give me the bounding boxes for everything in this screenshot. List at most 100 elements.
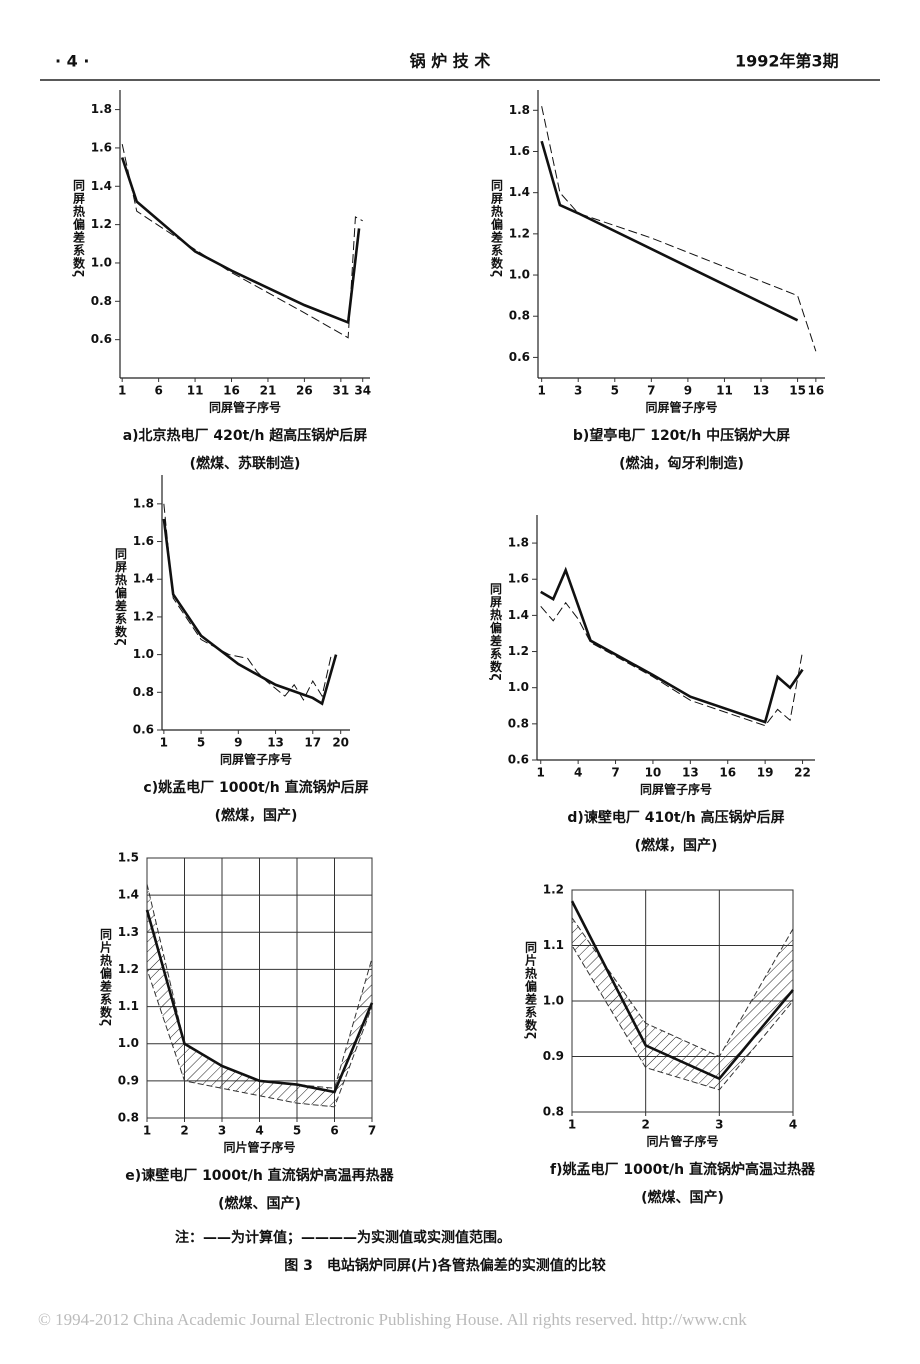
figure-caption: 图 3 电站锅炉同屏(片)各管热偏差的实测值的比较 xyxy=(284,1257,605,1274)
x-tick-label: 34 xyxy=(354,384,371,398)
y-tick-label: 1.1 xyxy=(543,938,564,952)
x-axis-label: 同片管子序号 xyxy=(646,1134,718,1149)
calculated-line xyxy=(540,566,804,724)
x-tick-label: 6 xyxy=(154,384,162,398)
y-tick-label: 1.3 xyxy=(118,925,139,939)
y-tick-label: 0.6 xyxy=(509,350,530,364)
x-tick-label: 1 xyxy=(537,384,545,398)
y-tick-label: 0.6 xyxy=(91,332,112,346)
x-axis-label: 同屏管子序号 xyxy=(640,782,712,797)
panel-subtitle: (燃煤、国产) xyxy=(641,1189,724,1206)
y-tick-label: 1.8 xyxy=(91,102,112,116)
measured-line xyxy=(163,503,332,701)
y-tick-label: 1.6 xyxy=(91,140,112,154)
y-tick-label: 1.2 xyxy=(91,217,112,231)
panel-subtitle: (燃煤、国产) xyxy=(218,1195,301,1212)
x-axis-label: 同屏管子序号 xyxy=(220,752,292,767)
y-tick-label: 0.6 xyxy=(508,753,529,767)
x-tick-label: 20 xyxy=(332,736,349,750)
x-tick-label: 5 xyxy=(293,1124,301,1138)
panel-subtitle: (燃煤、苏联制造) xyxy=(190,455,301,472)
x-tick-label: 17 xyxy=(304,736,321,750)
panel-title: e)谏壁电厂 1000t/h 直流锅炉高温再热器 xyxy=(125,1167,394,1184)
x-tick-label: 9 xyxy=(234,736,242,750)
panel-subtitle: (燃油，匈牙利制造) xyxy=(619,455,744,472)
y-tick-label: 1.0 xyxy=(509,268,530,282)
calculated-line xyxy=(570,900,795,1081)
x-tick-label: 16 xyxy=(719,766,736,780)
x-tick-label: 3 xyxy=(574,384,582,398)
x-tick-label: 16 xyxy=(808,384,825,398)
x-tick-label: 15 xyxy=(789,384,806,398)
calculated-line xyxy=(540,140,799,322)
y-tick-label: 1.0 xyxy=(508,680,529,694)
x-tick-label: 13 xyxy=(267,736,284,750)
y-tick-label: 0.8 xyxy=(509,309,530,323)
x-tick-label: 13 xyxy=(682,766,699,780)
x-tick-label: 9 xyxy=(684,384,692,398)
x-tick-label: 3 xyxy=(218,1124,226,1138)
x-tick-label: 1 xyxy=(143,1124,151,1138)
y-tick-label: 0.9 xyxy=(543,1049,564,1063)
x-tick-label: 4 xyxy=(255,1124,263,1138)
y-tick-label: 0.6 xyxy=(133,723,154,737)
journal-name: 锅 炉 技 术 xyxy=(410,52,491,71)
y-tick-label: 0.8 xyxy=(91,294,112,308)
y-tick-label: 1.0 xyxy=(91,255,112,269)
y-axis-label: 同片热偏差系数ζ xyxy=(524,941,538,1041)
x-axis-label: 同屏管子序号 xyxy=(209,400,281,415)
panel-subtitle: (燃煤，国产) xyxy=(215,807,298,824)
y-tick-label: 1.6 xyxy=(508,572,529,586)
y-tick-label: 1.4 xyxy=(508,608,529,622)
y-tick-label: 1.5 xyxy=(118,851,139,865)
panel-title: c)姚孟电厂 1000t/h 直流锅炉后屏 xyxy=(143,779,368,796)
calculated-line xyxy=(120,157,361,325)
y-tick-label: 1.6 xyxy=(509,144,530,158)
x-axis-label: 同屏管子序号 xyxy=(645,400,717,415)
y-tick-label: 1.4 xyxy=(133,572,154,586)
y-tick-label: 1.8 xyxy=(509,103,530,117)
calculated-line xyxy=(145,909,374,1094)
y-tick-label: 1.2 xyxy=(508,644,529,658)
x-tick-label: 7 xyxy=(368,1124,376,1138)
page-number: · 4 · xyxy=(55,52,89,71)
x-tick-label: 11 xyxy=(716,384,733,398)
x-tick-label: 31 xyxy=(332,384,349,398)
y-tick-label: 1.8 xyxy=(508,536,529,550)
range-band xyxy=(571,916,794,1091)
issue: 1992年第3期 xyxy=(735,52,839,71)
measured-line xyxy=(540,601,804,727)
y-axis-label: 同屏热偏差系数ζ xyxy=(489,582,503,682)
y-tick-label: 0.9 xyxy=(118,1073,139,1087)
panel-title: b)望亭电厂 120t/h 中压锅炉大屏 xyxy=(573,427,790,444)
y-tick-label: 1.4 xyxy=(509,185,530,199)
y-tick-label: 1.1 xyxy=(118,999,139,1013)
x-tick-label: 7 xyxy=(611,766,619,780)
y-axis-label: 同屏热偏差系数ζ xyxy=(114,547,128,647)
y-tick-label: 1.0 xyxy=(543,994,564,1008)
x-tick-label: 1 xyxy=(160,736,168,750)
y-tick-label: 1.8 xyxy=(133,496,154,510)
y-tick-label: 1.0 xyxy=(133,647,154,661)
x-tick-label: 2 xyxy=(180,1124,188,1138)
calculated-line xyxy=(162,518,338,706)
y-tick-label: 1.0 xyxy=(118,1036,139,1050)
x-tick-label: 1 xyxy=(537,766,545,780)
y-tick-label: 1.2 xyxy=(543,883,564,897)
x-tick-label: 4 xyxy=(574,766,582,780)
y-tick-label: 0.8 xyxy=(118,1111,139,1125)
y-tick-label: 1.2 xyxy=(133,609,154,623)
y-tick-label: 0.8 xyxy=(133,685,154,699)
y-tick-label: 1.4 xyxy=(91,179,112,193)
x-tick-label: 6 xyxy=(330,1124,338,1138)
measured-line xyxy=(121,143,363,339)
x-tick-label: 10 xyxy=(645,766,662,780)
x-tick-label: 16 xyxy=(223,384,240,398)
y-tick-label: 1.2 xyxy=(509,226,530,240)
panel-title: f)姚孟电厂 1000t/h 直流锅炉高温过热器 xyxy=(550,1161,816,1178)
y-tick-label: 0.8 xyxy=(543,1105,564,1119)
x-tick-label: 26 xyxy=(296,384,313,398)
x-tick-label: 11 xyxy=(187,384,204,398)
y-axis-label: 同屏热偏差系数ζ xyxy=(72,179,86,279)
